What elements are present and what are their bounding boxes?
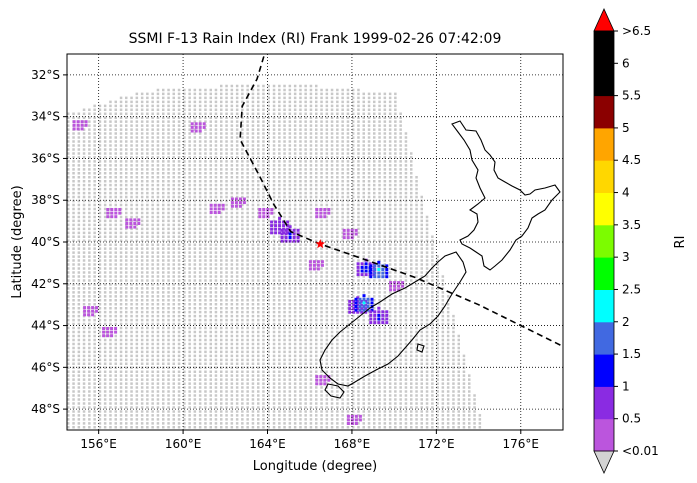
rain-cluster-point bbox=[125, 218, 141, 229]
storm-center-marker bbox=[315, 239, 325, 249]
y-tick-label: 32°S bbox=[31, 68, 60, 82]
x-tick-label: 168°E bbox=[334, 437, 371, 451]
x-tick-label: 160°E bbox=[165, 437, 202, 451]
y-tick-label: 44°S bbox=[31, 319, 60, 333]
y-tick-label: 34°S bbox=[31, 110, 60, 124]
north-island-coastline bbox=[451, 120, 561, 271]
colorbar-segment bbox=[594, 289, 614, 323]
rain-cluster-point bbox=[346, 414, 362, 425]
colorbar-segment bbox=[594, 224, 614, 258]
colorbar-tick-label: 1.5 bbox=[622, 347, 641, 361]
colorbar-segment bbox=[594, 160, 614, 193]
colorbar-tick-label: 4 bbox=[622, 186, 630, 200]
rain-cluster-point bbox=[230, 197, 246, 208]
colorbar-segment bbox=[594, 127, 614, 161]
rain-cluster-point bbox=[389, 281, 405, 292]
rain-cluster-point bbox=[72, 120, 88, 131]
colorbar-tick-label: 3 bbox=[622, 250, 630, 264]
y-tick-label: 46°S bbox=[31, 360, 60, 374]
colorbar-tick-label: 2 bbox=[622, 315, 630, 329]
colorbar: >6.5 6 5.5 5 4.5 4 3.5 3 2.5 2 1.5 1 0.5 <0.01 bbox=[593, 8, 659, 474]
x-tick-label: 156°E bbox=[80, 437, 117, 451]
rain-cluster-point bbox=[102, 327, 118, 338]
x-tick-label: 176°E bbox=[503, 437, 540, 451]
x-axis-ticks: 156°E 160°E 164°E 168°E 172°E 176°E bbox=[80, 430, 539, 451]
x-tick-label: 172°E bbox=[418, 437, 455, 451]
rain-cluster-point bbox=[209, 203, 225, 214]
y-tick-label: 42°S bbox=[31, 277, 60, 291]
colorbar-segment bbox=[594, 95, 614, 129]
x-tick-label: 164°E bbox=[249, 437, 286, 451]
y-axis-ticks: 32°S 34°S 36°S 38°S 40°S 42°S 44°S 46°S 48°S bbox=[31, 68, 67, 416]
colorbar-segment bbox=[594, 354, 614, 387]
colorbar-tick-label: 3.5 bbox=[622, 218, 641, 232]
rain-cluster-point bbox=[315, 208, 331, 219]
colorbar-tick-label: 5 bbox=[622, 121, 630, 135]
colorbar-label: RI bbox=[673, 236, 688, 249]
colorbar-segment bbox=[594, 321, 614, 355]
rain-cluster-point bbox=[83, 306, 99, 317]
colorbar-tick-label: 6 bbox=[622, 56, 630, 70]
colorbar-segment bbox=[594, 31, 614, 64]
y-tick-label: 48°S bbox=[31, 402, 60, 416]
rain-cluster-point bbox=[369, 306, 389, 325]
rain-cluster-point bbox=[190, 122, 206, 133]
south-island-coastline bbox=[319, 251, 467, 387]
chart-title: SSMI F-13 Rain Index (RI) Frank 1999-02-… bbox=[129, 31, 502, 47]
y-axis-label: Latitude (degree) bbox=[10, 185, 25, 298]
rain-cluster-point bbox=[106, 208, 122, 219]
rain-cluster-point bbox=[348, 296, 368, 314]
coastline-layer bbox=[319, 120, 561, 399]
colorbar-tick-label: 1 bbox=[622, 379, 630, 393]
colorbar-segment bbox=[594, 386, 614, 420]
rain-cluster-point bbox=[308, 260, 324, 271]
colorbar-frame bbox=[593, 30, 615, 452]
x-axis-label: Longitude (degree) bbox=[253, 459, 378, 474]
colorbar-segment bbox=[594, 257, 614, 290]
colorbar-tick-label: 4.5 bbox=[622, 153, 641, 167]
chatham-island-coastline bbox=[416, 343, 425, 353]
stewart-island-coastline bbox=[324, 383, 345, 399]
swath-points bbox=[67, 84, 482, 430]
y-tick-label: 38°S bbox=[31, 193, 60, 207]
y-tick-label: 40°S bbox=[31, 235, 60, 249]
colorbar-tick-label: 2.5 bbox=[622, 282, 641, 296]
colorbar-tick-label: >6.5 bbox=[622, 24, 651, 38]
colorbar-segment bbox=[594, 192, 614, 226]
colorbar-segment bbox=[594, 418, 614, 452]
colorbar-segment bbox=[594, 63, 614, 97]
colorbar-tick-label: 0.5 bbox=[622, 412, 641, 426]
swath-layer bbox=[67, 84, 482, 430]
colorbar-tick-label: <0.01 bbox=[622, 444, 659, 458]
storm-marker-layer bbox=[315, 239, 325, 249]
y-tick-label: 36°S bbox=[31, 151, 60, 165]
rain-cluster-point bbox=[369, 260, 389, 279]
colorbar-tick-label: 5.5 bbox=[622, 89, 641, 103]
